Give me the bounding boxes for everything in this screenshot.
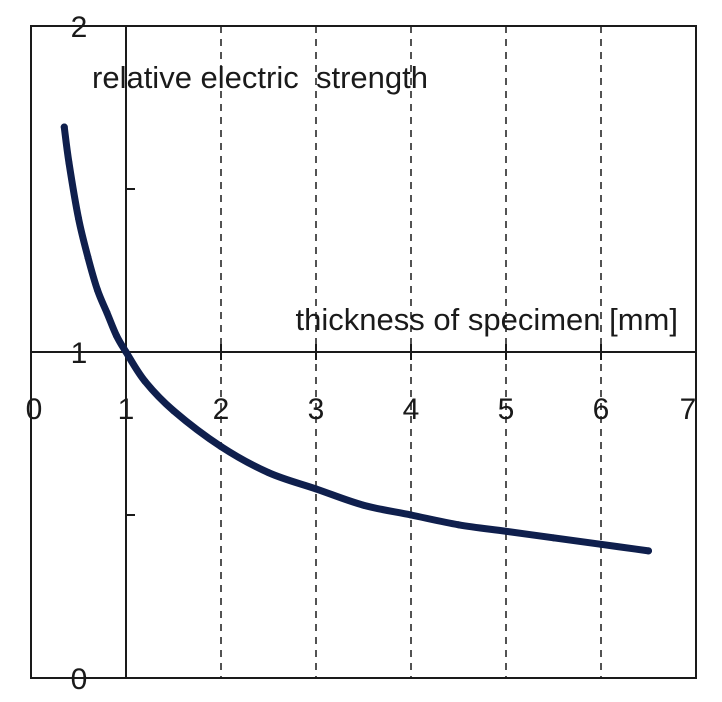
x-tick-label-4: 4: [403, 393, 420, 426]
data-point: [141, 377, 149, 385]
data-point: [597, 540, 605, 548]
data-point: [75, 214, 82, 222]
data-point: [217, 443, 225, 451]
data-point: [455, 521, 462, 529]
data-point: [65, 159, 73, 167]
x-tick-label-2: 2: [213, 393, 230, 426]
y-tick-label-1: 1: [71, 337, 88, 370]
data-point: [103, 309, 111, 317]
data-point: [84, 253, 92, 261]
data-point: [170, 407, 177, 415]
x-tick-label-6: 6: [593, 393, 610, 426]
y-tick-label-2: 2: [71, 11, 88, 44]
x-tick-label-3: 3: [308, 393, 325, 426]
y-axis-title: relative electric strength: [92, 60, 428, 95]
x-tick-label-0: 0: [26, 393, 43, 426]
data-point: [265, 469, 272, 477]
data-point: [407, 511, 415, 519]
data-point: [60, 123, 68, 131]
data-point: [113, 332, 120, 340]
data-point: [122, 348, 130, 356]
data-point: [550, 534, 557, 542]
data-point: [645, 547, 652, 555]
series-layer: [60, 123, 652, 555]
data-point: [312, 485, 320, 493]
x-axis-title: thickness of specimen [mm]: [296, 302, 678, 337]
y-tick-label-0: 0: [71, 663, 88, 696]
data-point: [502, 527, 510, 535]
data-point: [360, 501, 367, 509]
x-tick-label-5: 5: [498, 393, 515, 426]
data-point: [94, 286, 101, 294]
x-tick-label-7: 7: [680, 393, 697, 426]
x-tick-label-1: 1: [118, 393, 135, 426]
